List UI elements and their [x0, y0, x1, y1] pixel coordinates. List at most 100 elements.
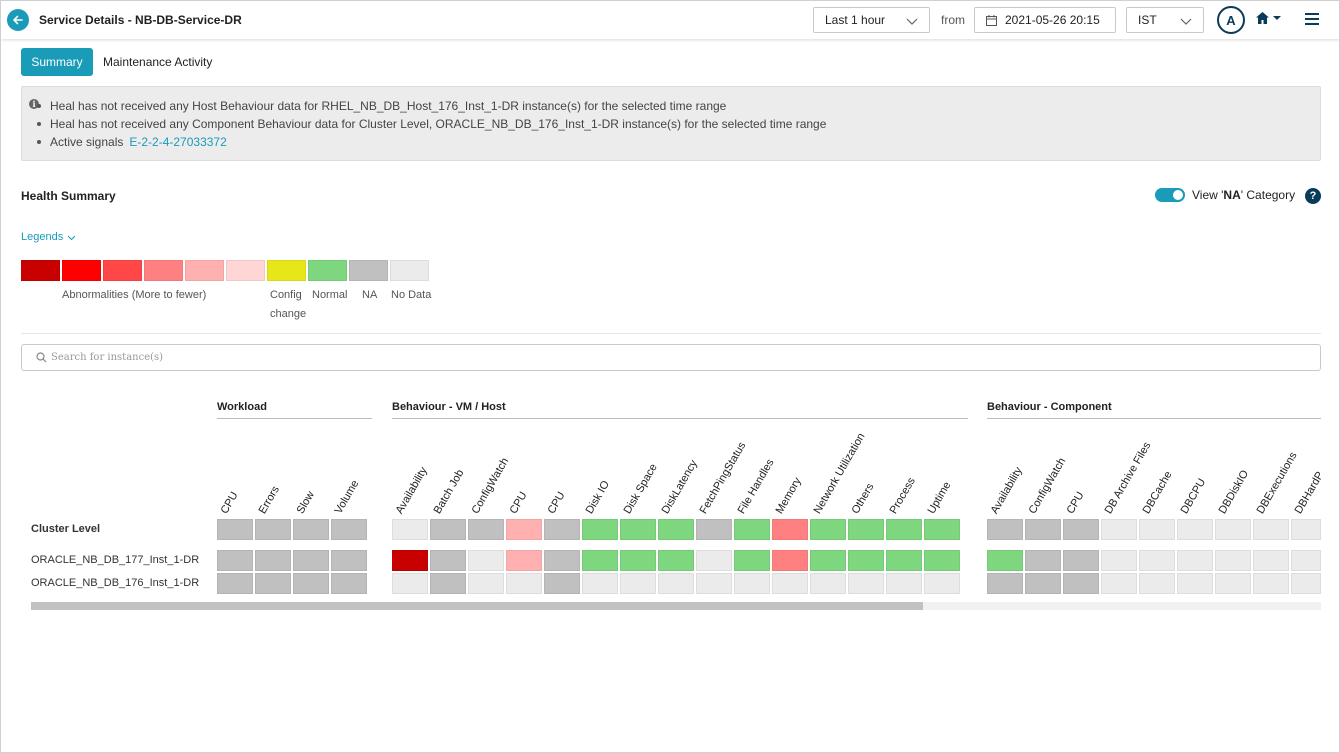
health-cell[interactable]	[293, 519, 329, 540]
health-cell[interactable]	[331, 519, 367, 540]
health-cell[interactable]	[255, 573, 291, 594]
health-cell[interactable]	[582, 573, 618, 594]
health-cell[interactable]	[1139, 573, 1175, 594]
health-cell[interactable]	[1291, 573, 1321, 594]
health-cell[interactable]	[430, 573, 466, 594]
health-cell[interactable]	[1215, 550, 1251, 571]
health-cell[interactable]	[293, 573, 329, 594]
health-cell[interactable]	[810, 550, 846, 571]
health-cell[interactable]	[331, 573, 367, 594]
health-cell[interactable]	[331, 550, 367, 571]
health-cell[interactable]	[696, 573, 732, 594]
health-cell[interactable]	[1101, 519, 1137, 540]
health-cell[interactable]	[468, 519, 504, 540]
health-cell[interactable]	[544, 550, 580, 571]
health-cell[interactable]	[1253, 573, 1289, 594]
health-cell[interactable]	[582, 550, 618, 571]
health-cell[interactable]	[506, 550, 542, 571]
health-cell[interactable]	[392, 573, 428, 594]
horizontal-scrollbar[interactable]	[31, 602, 1321, 610]
health-cell[interactable]	[696, 519, 732, 540]
health-cell[interactable]	[734, 573, 770, 594]
health-cell[interactable]	[430, 519, 466, 540]
from-date-picker[interactable]: 2021-05-26 20:15	[974, 7, 1116, 33]
health-cell[interactable]	[392, 519, 428, 540]
health-cell[interactable]	[620, 519, 656, 540]
back-button[interactable]	[7, 9, 29, 31]
health-cell[interactable]	[255, 519, 291, 540]
health-cell[interactable]	[255, 550, 291, 571]
health-cell[interactable]	[1139, 519, 1175, 540]
health-cell[interactable]	[1025, 519, 1061, 540]
health-cell[interactable]	[772, 573, 808, 594]
health-cell[interactable]	[810, 573, 846, 594]
health-cell[interactable]	[848, 573, 884, 594]
health-cell[interactable]	[1291, 519, 1321, 540]
health-cell[interactable]	[392, 550, 428, 571]
health-cell[interactable]	[1025, 573, 1061, 594]
home-menu[interactable]	[1255, 11, 1282, 25]
health-cell[interactable]	[1177, 573, 1213, 594]
timezone-select[interactable]: IST	[1126, 7, 1204, 33]
health-cell[interactable]	[848, 550, 884, 571]
health-cell[interactable]	[772, 550, 808, 571]
health-cell[interactable]	[924, 573, 960, 594]
health-cell[interactable]	[886, 573, 922, 594]
health-cell[interactable]	[848, 519, 884, 540]
health-cell[interactable]	[987, 550, 1023, 571]
health-cell[interactable]	[1063, 573, 1099, 594]
health-cell[interactable]	[582, 519, 618, 540]
health-cell[interactable]	[734, 519, 770, 540]
health-cell[interactable]	[810, 519, 846, 540]
health-cell[interactable]	[696, 550, 732, 571]
health-cell[interactable]	[772, 519, 808, 540]
health-cell[interactable]	[217, 519, 253, 540]
health-cell[interactable]	[430, 550, 466, 571]
help-icon[interactable]: ?	[1305, 188, 1321, 204]
health-cell[interactable]	[987, 519, 1023, 540]
user-avatar[interactable]: A	[1217, 6, 1245, 34]
health-cell[interactable]	[1177, 550, 1213, 571]
signal-link[interactable]: E-2-2-4-27033372	[129, 135, 227, 149]
health-cell[interactable]	[620, 573, 656, 594]
health-cell[interactable]	[1177, 519, 1213, 540]
health-cell[interactable]	[1139, 550, 1175, 571]
health-cell[interactable]	[886, 550, 922, 571]
health-cell[interactable]	[886, 519, 922, 540]
health-cell[interactable]	[544, 573, 580, 594]
health-cell[interactable]	[924, 519, 960, 540]
health-cell[interactable]	[293, 550, 329, 571]
health-cell[interactable]	[1063, 519, 1099, 540]
health-cell[interactable]	[1101, 550, 1137, 571]
health-cell[interactable]	[1215, 573, 1251, 594]
time-range-select[interactable]: Last 1 hour	[813, 7, 930, 33]
legends-toggle[interactable]: Legends	[21, 231, 76, 243]
health-cell[interactable]	[544, 519, 580, 540]
health-cell[interactable]	[217, 550, 253, 571]
health-cell[interactable]	[1215, 519, 1251, 540]
health-cell[interactable]	[506, 519, 542, 540]
health-cell[interactable]	[924, 550, 960, 571]
health-cell[interactable]	[1101, 573, 1137, 594]
health-cell[interactable]	[1063, 550, 1099, 571]
view-na-category-toggle[interactable]	[1155, 188, 1185, 202]
health-cell[interactable]	[658, 550, 694, 571]
health-cell[interactable]	[1253, 519, 1289, 540]
tab-summary[interactable]: Summary	[21, 48, 93, 76]
health-cell[interactable]	[468, 573, 504, 594]
health-cell[interactable]	[620, 550, 656, 571]
health-cell[interactable]	[1253, 550, 1289, 571]
instance-search-input[interactable]	[51, 352, 1251, 363]
health-cell[interactable]	[1025, 550, 1061, 571]
hamburger-menu-button[interactable]	[1304, 11, 1320, 30]
health-cell[interactable]	[1291, 550, 1321, 571]
health-cell[interactable]	[658, 573, 694, 594]
health-cell[interactable]	[468, 550, 504, 571]
health-cell[interactable]	[734, 550, 770, 571]
tab-maintenance-activity[interactable]: Maintenance Activity	[103, 55, 213, 69]
scrollbar-thumb[interactable]	[31, 602, 923, 610]
health-cell[interactable]	[658, 519, 694, 540]
health-cell[interactable]	[987, 573, 1023, 594]
health-cell[interactable]	[506, 573, 542, 594]
health-cell[interactable]	[217, 573, 253, 594]
